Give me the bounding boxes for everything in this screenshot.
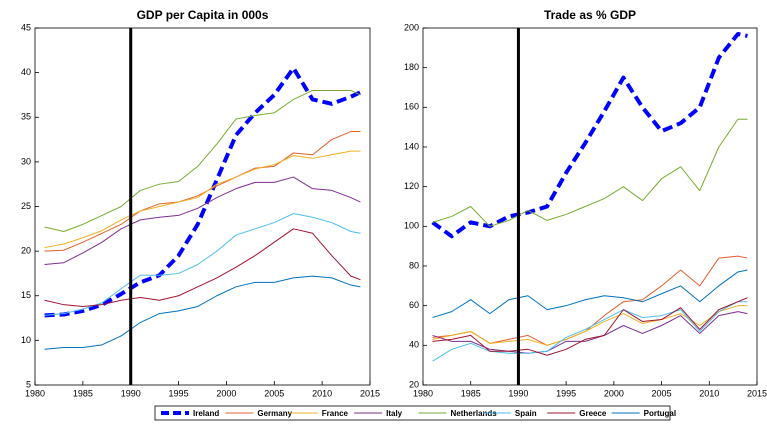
series-line-dashed <box>44 66 362 318</box>
x-tick-label: 1985 <box>461 388 481 398</box>
x-tick-label: 1995 <box>169 388 189 398</box>
y-tick-label: 20 <box>21 246 31 256</box>
series-line <box>44 228 361 307</box>
y-tick-label: 180 <box>404 62 419 72</box>
series-line <box>44 89 361 232</box>
series-line-dashed <box>431 31 748 239</box>
legend-label: Spain <box>515 409 537 418</box>
x-tick-label: 1995 <box>556 388 576 398</box>
legend-label: Greece <box>579 409 607 418</box>
y-tick-label: 20 <box>409 379 419 389</box>
legend-box <box>154 405 671 421</box>
y-tick-label: 40 <box>409 340 419 350</box>
x-tick-label: 1990 <box>508 388 528 398</box>
legend-label: Ireland <box>193 409 219 418</box>
x-tick-label: 1980 <box>413 388 433 398</box>
y-tick-label: 140 <box>404 141 419 151</box>
legend-label: France <box>322 409 349 418</box>
series-line <box>432 269 748 319</box>
series-line <box>432 297 748 356</box>
series-line <box>44 176 361 266</box>
y-tick-label: 80 <box>409 260 419 270</box>
x-tick-label: 1980 <box>25 388 45 398</box>
chart-title: Trade as % GDP <box>544 8 636 22</box>
x-tick-label: 2015 <box>747 388 767 398</box>
x-tick-label: 1985 <box>73 388 93 398</box>
series-line <box>44 213 361 316</box>
y-tick-label: 15 <box>21 290 31 300</box>
legend-label: Italy <box>386 409 403 418</box>
series-line <box>44 150 361 249</box>
series-line <box>44 275 361 350</box>
y-tick-label: 100 <box>404 221 419 231</box>
y-tick-label: 35 <box>21 112 31 122</box>
x-tick-label: 2010 <box>312 388 332 398</box>
y-tick-label: 5 <box>26 379 31 389</box>
x-tick-label: 2015 <box>360 388 380 398</box>
x-tick-label: 2000 <box>216 388 236 398</box>
y-tick-label: 160 <box>404 102 419 112</box>
y-tick-label: 25 <box>21 201 31 211</box>
y-tick-label: 60 <box>409 300 419 310</box>
x-tick-label: 2010 <box>699 388 719 398</box>
x-tick-label: 2005 <box>264 388 284 398</box>
legend-label: Germany <box>257 409 292 418</box>
legend-label: Portugal <box>644 409 676 418</box>
y-tick-label: 10 <box>21 335 31 345</box>
series-line <box>432 305 748 346</box>
x-tick-label: 2000 <box>604 388 624 398</box>
x-tick-label: 1990 <box>121 388 141 398</box>
series-line <box>432 301 748 362</box>
chart-title: GDP per Capita in 000s <box>137 8 269 22</box>
series-line <box>432 311 748 354</box>
y-tick-label: 30 <box>21 156 31 166</box>
plot-area <box>422 27 758 386</box>
y-tick-label: 40 <box>21 67 31 77</box>
series-line <box>432 118 748 227</box>
x-tick-label: 2005 <box>652 388 672 398</box>
y-tick-label: 200 <box>404 22 419 32</box>
plot-area <box>34 27 371 386</box>
y-tick-label: 45 <box>21 22 31 32</box>
legend-label: Netherlands <box>451 409 498 418</box>
y-tick-label: 120 <box>404 181 419 191</box>
